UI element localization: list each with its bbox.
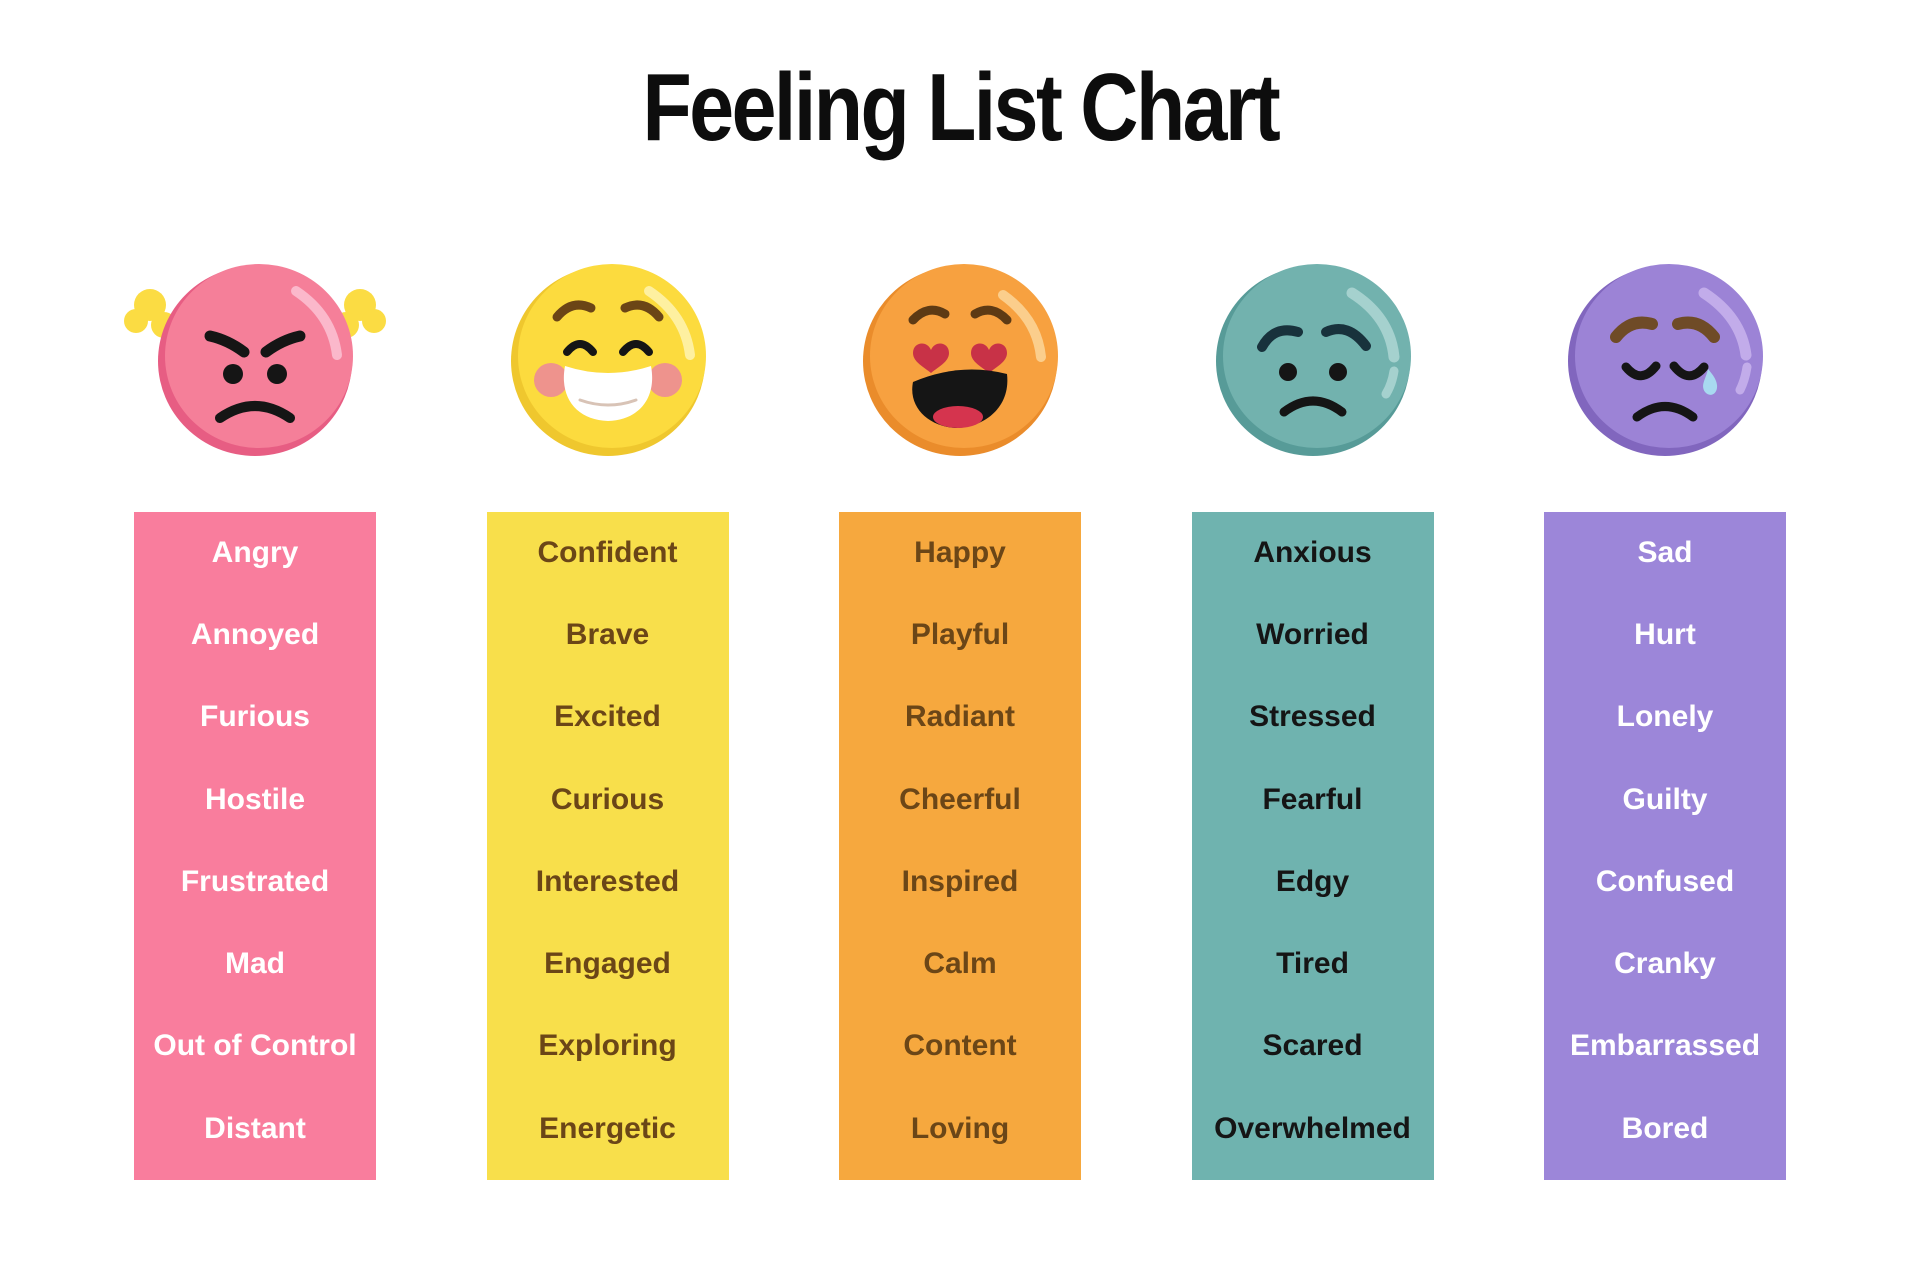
feeling-word: Tired [1276, 947, 1349, 981]
feeling-column-angry: Angry Annoyed Furious Hostile Frustrated… [124, 251, 386, 1180]
feeling-word: Brave [565, 618, 650, 652]
feeling-word: Playful [910, 618, 1010, 652]
grinning-face-icon [510, 263, 706, 456]
feeling-word: Loving [910, 1111, 1010, 1145]
feeling-word: Energetic [539, 1111, 676, 1145]
feeling-word: Lonely [1616, 700, 1714, 734]
feeling-word: Guilty [1622, 782, 1708, 816]
sad-face-icon [1568, 263, 1763, 456]
feeling-word: Inspired [901, 864, 1019, 898]
feeling-word: Distant [204, 1111, 306, 1145]
feeling-word: Excited [554, 700, 661, 734]
feeling-word: Cheerful [899, 782, 1021, 816]
feeling-word: Mad [225, 947, 285, 981]
feeling-column-happy: Happy Playful Radiant Cheerful Inspired … [839, 251, 1081, 1180]
feeling-word: Angry [211, 535, 299, 569]
feeling-word: Stressed [1249, 700, 1376, 734]
feeling-panel-confident: Confident Brave Excited Curious Interest… [486, 511, 729, 1180]
feeling-word: Hostile [204, 782, 306, 816]
feeling-word: Interested [535, 864, 680, 898]
feeling-panel-happy: Happy Playful Radiant Cheerful Inspired … [839, 511, 1081, 1180]
feeling-word: Embarrassed [1569, 1029, 1761, 1063]
feeling-column-anxious: Anxious Worried Stressed Fearful Edgy Ti… [1191, 251, 1434, 1180]
feeling-column-confident: Confident Brave Excited Curious Interest… [486, 251, 729, 1180]
feeling-word: Cranky [1614, 947, 1716, 981]
feeling-word: Furious [200, 700, 310, 734]
feeling-word: Confused [1595, 864, 1735, 898]
feeling-word: Engaged [544, 947, 671, 981]
feeling-word: Happy [914, 535, 1006, 569]
title-container: Feeling List Chart [0, 0, 1920, 159]
feeling-word: Calm [923, 947, 997, 981]
feeling-word: Overwhelmed [1214, 1111, 1411, 1145]
feeling-word: Content [903, 1029, 1017, 1063]
feeling-word: Annoyed [190, 618, 320, 652]
worried-face-icon [1215, 263, 1411, 456]
feeling-panel-sad: Sad Hurt Lonely Guilty Confused Cranky E… [1544, 511, 1786, 1180]
feeling-word: Confident [537, 535, 678, 569]
page-title: Feeling List Chart [642, 54, 1280, 161]
feeling-word: Frustrated [180, 864, 330, 898]
feeling-panel-anxious: Anxious Worried Stressed Fearful Edgy Ti… [1191, 511, 1434, 1180]
feeling-panel-angry: Angry Annoyed Furious Hostile Frustrated… [134, 511, 376, 1180]
feeling-column-sad: Sad Hurt Lonely Guilty Confused Cranky E… [1544, 251, 1786, 1180]
heart-eyes-face-icon [863, 263, 1058, 456]
feeling-word: Edgy [1275, 864, 1350, 898]
feeling-word: Bored [1621, 1111, 1709, 1145]
feeling-word: Anxious [1253, 535, 1372, 569]
feeling-word: Curious [550, 782, 665, 816]
feeling-word: Exploring [538, 1029, 677, 1063]
feeling-word: Out of Control [153, 1029, 357, 1063]
angry-face-icon [124, 263, 386, 456]
feeling-word: Radiant [904, 700, 1015, 734]
feeling-columns: Angry Annoyed Furious Hostile Frustrated… [0, 251, 1920, 1180]
feeling-word: Fearful [1262, 782, 1363, 816]
feeling-word: Hurt [1634, 618, 1696, 652]
feeling-word: Sad [1637, 535, 1693, 569]
feeling-word: Worried [1256, 618, 1369, 652]
feeling-word: Scared [1262, 1029, 1363, 1063]
